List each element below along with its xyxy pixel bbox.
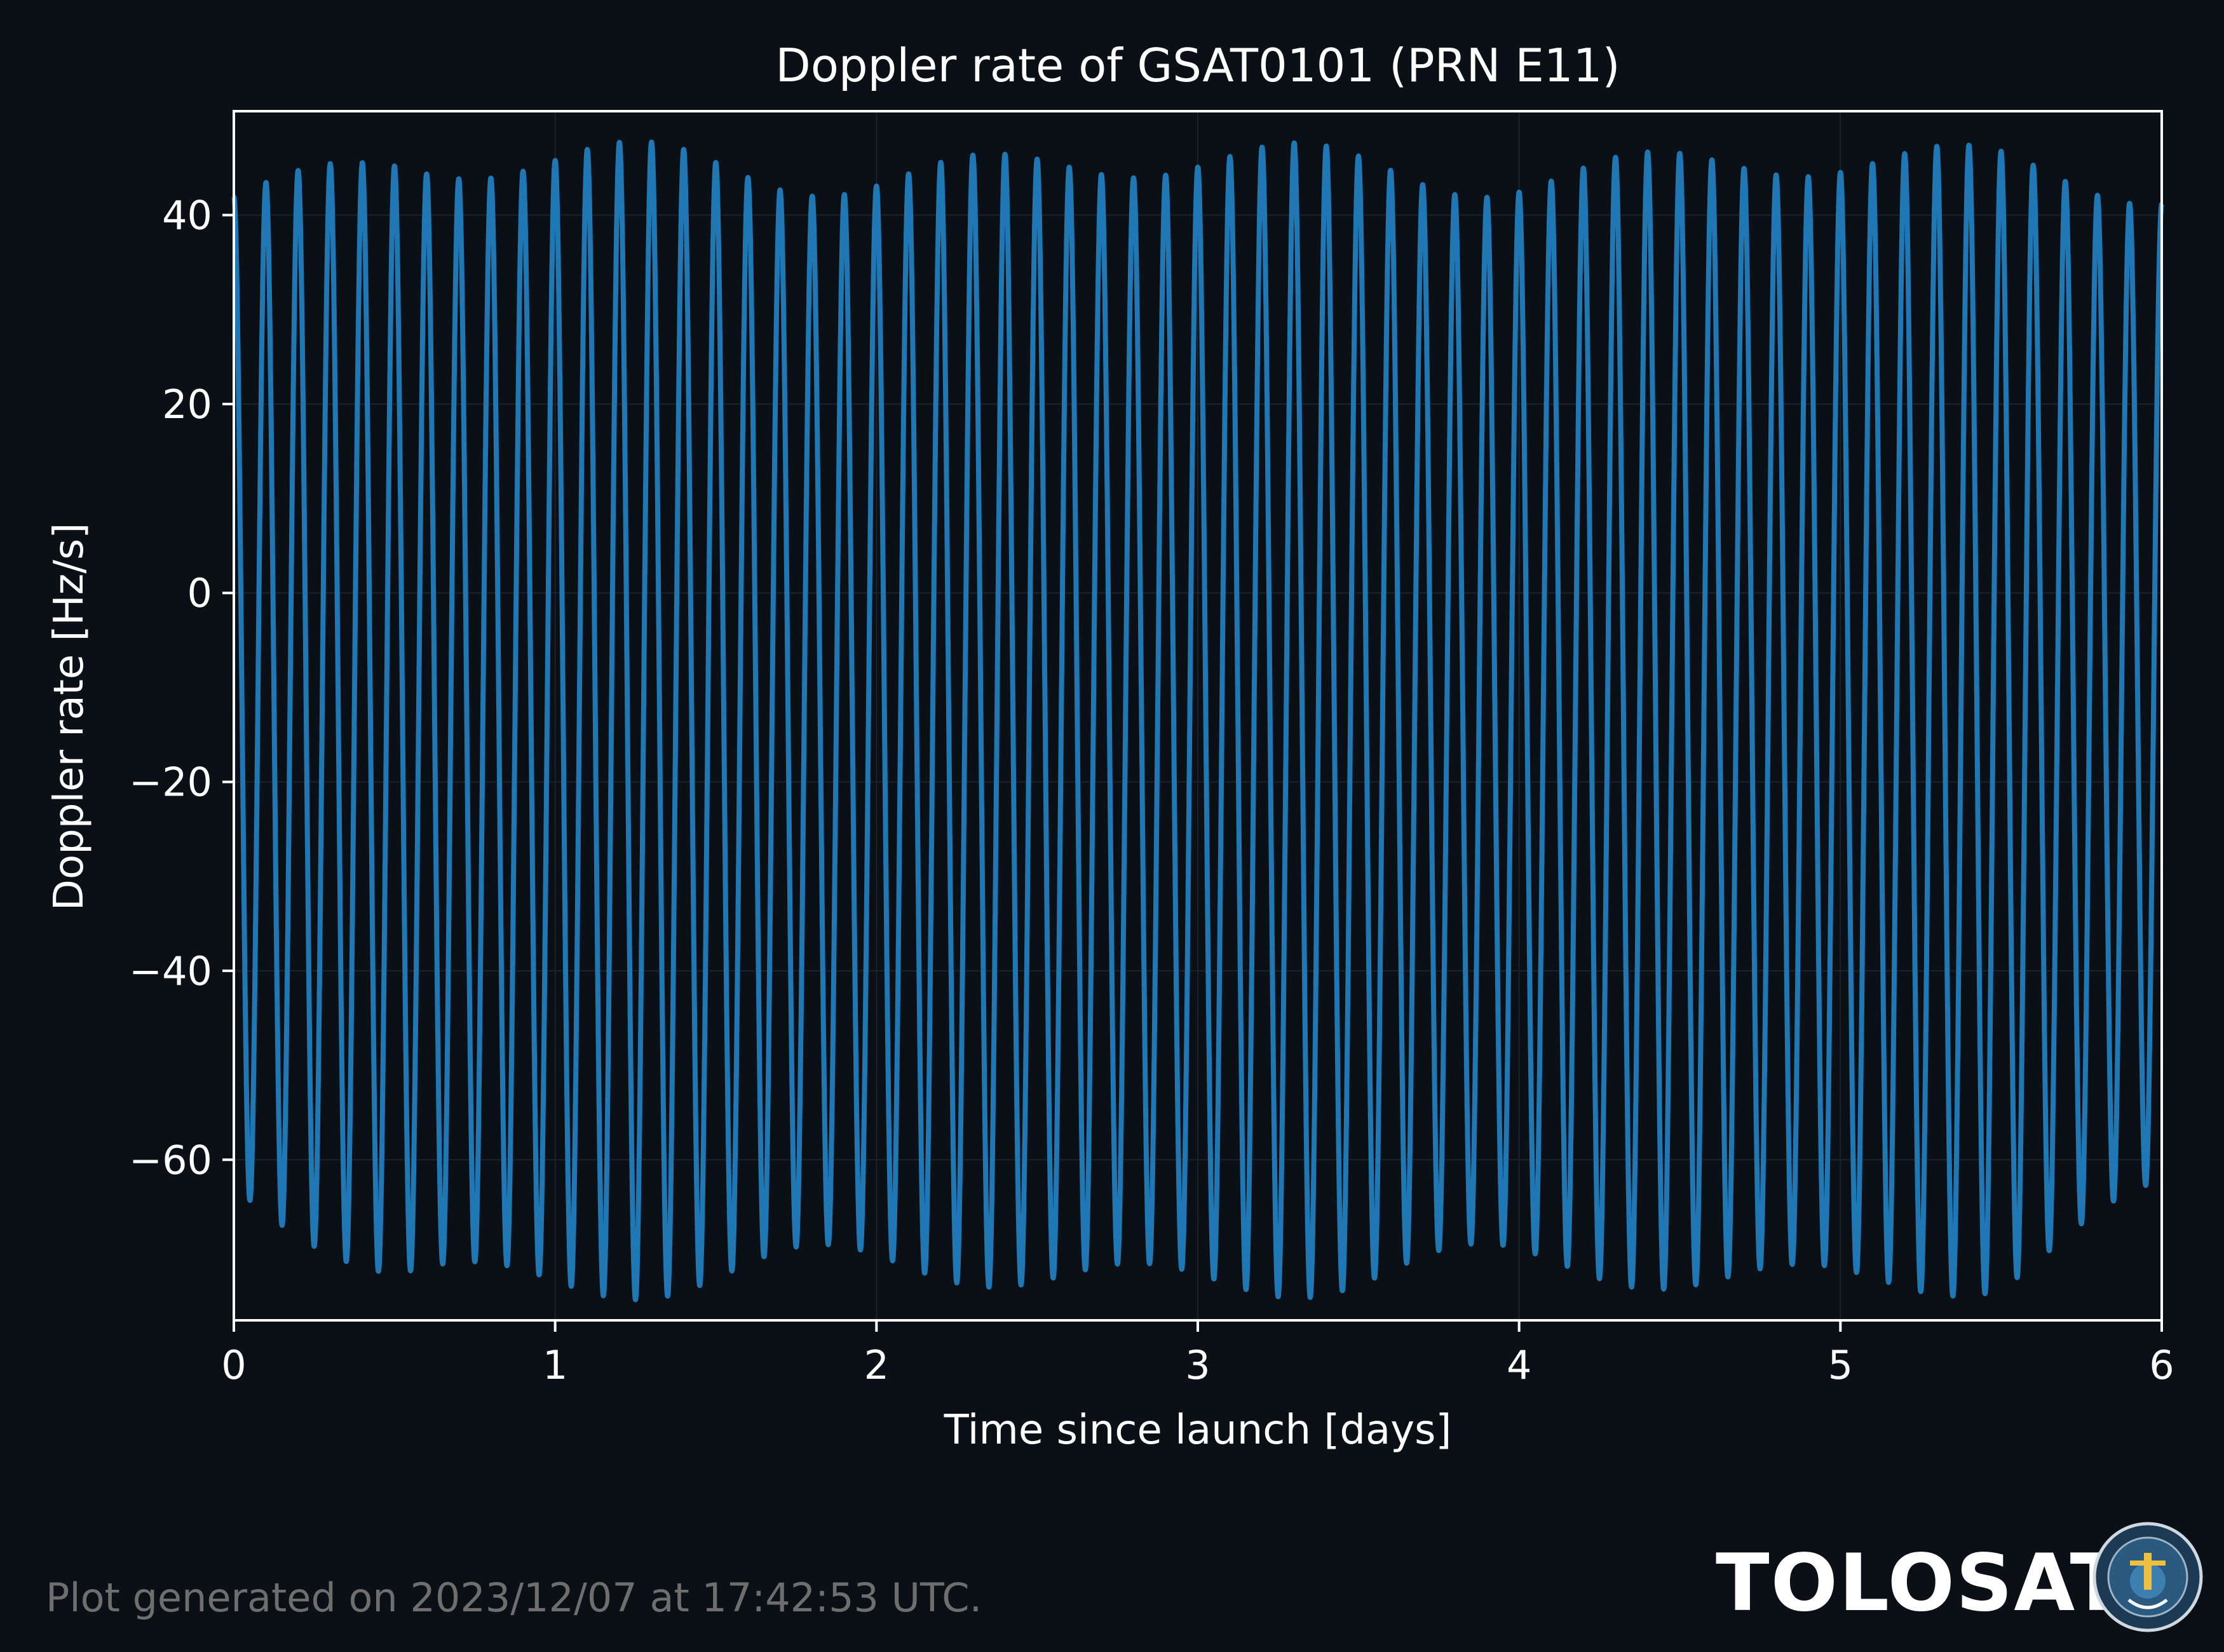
x-tick-label: 3 (1185, 1342, 1210, 1388)
brand-logo-text: TOLOSAT (1716, 1538, 2126, 1629)
generation-timestamp: Plot generated on 2023/12/07 at 17:42:53… (46, 1574, 982, 1621)
x-tick-label: 4 (1507, 1342, 1531, 1388)
chart-title: Doppler rate of GSAT0101 (PRN E11) (775, 39, 1620, 92)
x-axis-label: Time since launch [days] (944, 1407, 1452, 1454)
x-tick-label: 1 (543, 1342, 567, 1388)
y-axis-label: Doppler rate [Hz/s] (46, 523, 93, 911)
y-tick-label: 20 (162, 381, 212, 428)
y-tick-label: 40 (162, 193, 212, 239)
y-tick-label: −20 (129, 759, 212, 806)
y-tick-label: −60 (129, 1137, 212, 1183)
x-tick-label: 0 (221, 1342, 246, 1388)
y-tick-label: 0 (187, 570, 212, 616)
x-tick-label: 5 (1828, 1342, 1853, 1388)
doppler-rate-line (231, 139, 2164, 1303)
y-tick-label: −40 (129, 948, 212, 994)
x-tick-label: 6 (2149, 1342, 2174, 1388)
x-tick-label: 2 (864, 1342, 889, 1388)
tolosat-seal-icon (2092, 1522, 2203, 1632)
axis-ticks: 0 1 2 3 4 5 6 40 20 0 −20 −40 −60 (129, 193, 2174, 1388)
